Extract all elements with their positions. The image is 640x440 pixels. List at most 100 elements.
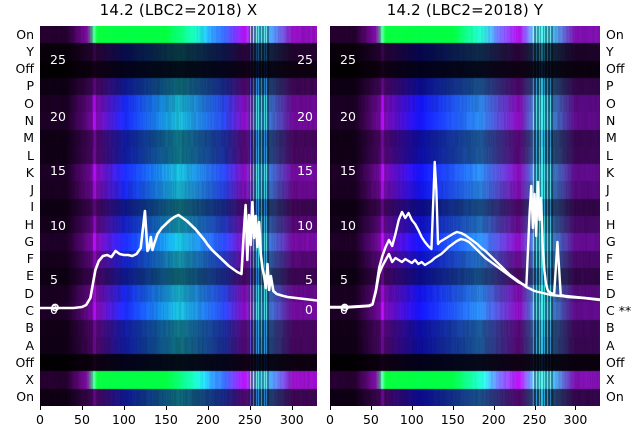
panel-x-title: 14.2 (LBC2=2018) X [99,1,258,19]
inner-tick-left-10: 10 [340,218,356,233]
category-label-right-17: B [606,320,615,336]
inner-tick-right-0: 0 [305,302,313,317]
category-label-left-19: Off [15,354,34,370]
x-tick-label-x-2: 100 [112,412,136,427]
x-tick-label-x-3: 150 [153,412,178,427]
category-label-left-17: B [25,320,34,336]
category-label-left-7: L [27,147,34,163]
trace-y [330,160,600,312]
x-tick-x-6 [291,406,293,410]
category-label-left-4: O [24,95,34,111]
x-tick-label-y-3: 150 [440,412,465,427]
category-label-right-10: I [606,199,610,215]
x-tick-label-y-2: 100 [399,412,424,427]
trace-origin-marker [340,303,349,312]
x-tick-label-x-0: 0 [36,412,44,427]
category-label-right-2: Off [606,61,625,77]
category-label-left-1: Y [26,43,34,59]
inner-tick-left-0: 0 [340,302,348,317]
x-tick-label-x-6: 300 [279,412,304,427]
x-tick-x-0 [40,406,41,410]
category-label-left-13: F [26,251,34,267]
x-tick-label-y-0: 0 [326,412,334,427]
x-tick-label-x-4: 200 [195,412,220,427]
category-label-left-14: E [26,268,34,284]
category-label-left-12: G [24,233,34,249]
panel-y[interactable]: 25 20 15 10 5 0 [330,26,600,406]
category-label-right-13: F [606,251,614,267]
category-label-left-21: On [16,389,34,405]
x-tick-y-1 [370,406,372,410]
inner-tick-left-15: 15 [50,163,66,178]
category-label-left-6: M [23,130,34,146]
x-tick-y-2 [411,406,413,410]
inner-tick-left-5: 5 [50,272,58,287]
category-label-right-9: J [606,182,610,198]
x-axis-panel-x: 0 50 100 150 200 250 300 [36,406,317,440]
category-label-left-3: P [26,78,34,94]
category-axis-right: On Y Off P O N M L K J I H G F E D C ** B A Off X On [604,26,640,406]
trace-path-0 [330,160,600,309]
category-label-left-2: Off [15,61,34,77]
inner-tick-right-20: 20 [297,109,313,124]
panel-y-title: 14.2 (LBC2=2018) Y [386,1,544,19]
category-label-right-14: E [606,268,614,284]
panel-x[interactable]: 25 20 15 10 5 0 25 20 15 10 5 0 [40,26,317,406]
category-label-left-0: On [16,26,34,42]
x-tick-x-5 [249,406,251,410]
inner-tick-left-10: 10 [50,218,66,233]
category-label-right-5: N [606,113,616,128]
x-tick-y-4 [493,406,495,410]
category-label-left-18: A [25,337,34,353]
spectrogram-y [330,26,600,406]
category-label-right-12: G [606,233,616,249]
trace-path-0 [40,200,317,310]
category-label-right-7: L [606,147,613,163]
inner-tick-left-5: 5 [340,272,348,287]
x-tick-label-y-1: 50 [362,412,379,427]
category-label-right-0: On [606,26,624,42]
inner-tick-right-10: 10 [297,218,313,233]
inner-tick-left-25: 25 [50,52,66,67]
category-label-right-20: X [606,372,615,388]
x-tick-label-x-5: 250 [237,412,262,427]
category-label-left-16: C [25,303,34,318]
x-tick-x-4 [207,406,209,410]
inner-tick-right-5: 5 [305,272,313,287]
x-tick-y-0 [330,406,331,410]
category-label-right-1: Y [606,43,614,59]
x-tick-x-2 [123,406,125,410]
inner-tick-left-20: 20 [50,109,66,124]
category-label-right-19: Off [606,354,625,370]
category-label-left-8: K [25,164,34,180]
inner-tick-right-25: 25 [297,52,313,67]
x-tick-label-x-1: 50 [74,412,90,427]
category-label-left-20: X [25,372,34,388]
category-label-left-11: H [24,216,34,232]
category-label-right-15: D [606,285,616,301]
category-label-right-21: On [606,389,624,405]
x-tick-x-3 [165,406,167,410]
category-label-right-18: A [606,337,615,353]
inner-tick-left-15: 15 [340,163,356,178]
category-label-left-10: I [30,199,34,215]
x-tick-x-1 [81,406,83,410]
category-label-left-9: J [30,182,34,198]
trace-x [40,200,317,312]
x-tick-y-3 [452,406,454,410]
x-tick-y-6 [575,406,577,410]
x-tick-label-y-6: 300 [563,412,588,427]
category-label-right-16: C ** [606,303,632,318]
category-label-right-6: M [606,130,617,146]
inner-tick-left-0: 0 [50,302,58,317]
inner-tick-right-15: 15 [297,163,313,178]
category-label-right-4: O [606,95,616,111]
x-axis-panel-y: 0 50 100 150 200 250 300 [326,406,600,440]
inner-tick-left-25: 25 [340,52,356,67]
x-tick-label-y-4: 200 [481,412,506,427]
trace-path-1 [330,237,600,309]
category-label-right-3: P [606,78,614,94]
inner-tick-left-20: 20 [340,109,356,124]
category-label-right-8: K [606,164,615,180]
